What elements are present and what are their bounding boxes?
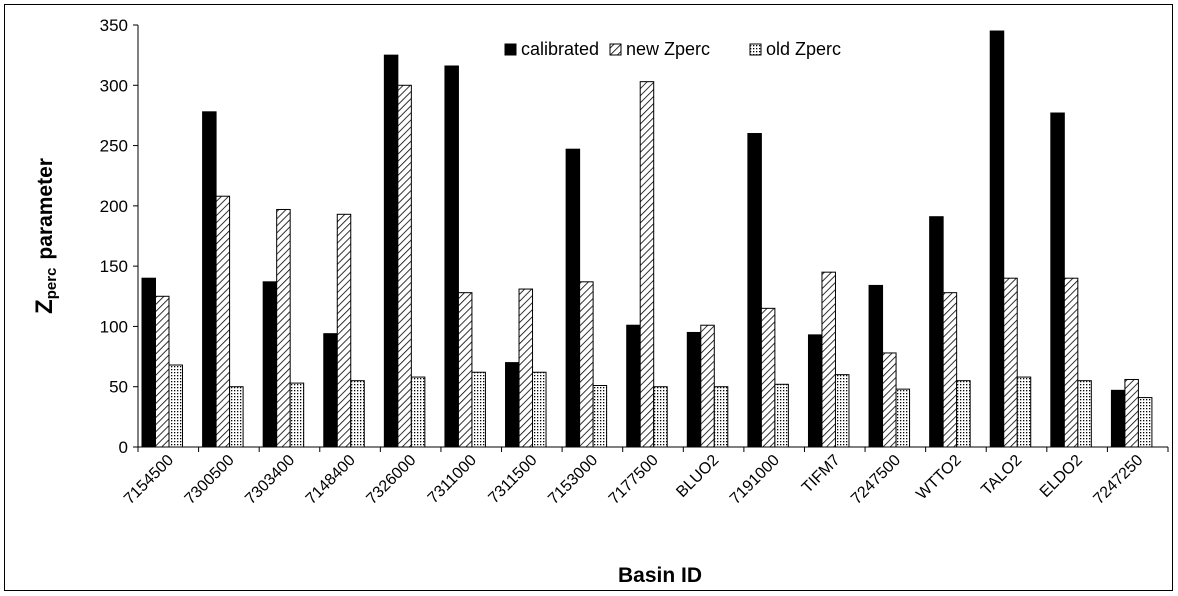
bar [882, 352, 897, 448]
legend-swatch [504, 43, 517, 56]
legend-label: calibrated [521, 39, 599, 59]
bar [1137, 397, 1153, 448]
bar [747, 133, 762, 448]
legend-swatch [609, 43, 622, 56]
bar [713, 386, 729, 448]
legend-label: new Zperc [626, 39, 710, 59]
bar [215, 195, 231, 448]
bar [229, 386, 244, 448]
y-tick-label: 50 [109, 378, 128, 397]
bar [350, 380, 365, 448]
bar [700, 324, 715, 448]
bar [410, 376, 426, 448]
bar [289, 382, 305, 448]
bar [592, 385, 608, 448]
bar [686, 331, 702, 448]
y-tick-label: 200 [100, 197, 128, 216]
bar [323, 333, 338, 448]
bar [383, 54, 399, 448]
legend-swatch [749, 43, 762, 56]
bar [579, 281, 594, 448]
y-tick-label: 150 [100, 257, 128, 276]
bar [807, 334, 823, 448]
bar [942, 292, 958, 448]
bar [141, 277, 156, 448]
bar [639, 81, 655, 448]
bar [444, 65, 459, 448]
y-label-sub: perc [43, 268, 60, 300]
bar [895, 388, 911, 448]
y-tick-label: 300 [100, 76, 128, 95]
bar [868, 284, 884, 448]
bar [532, 371, 547, 448]
bar [626, 324, 641, 448]
bar [821, 271, 836, 448]
legend-label: old Zperc [766, 39, 841, 59]
bar [457, 292, 473, 448]
bar [168, 364, 183, 448]
bar [989, 30, 1005, 448]
bar [518, 288, 534, 448]
bar [1124, 378, 1139, 448]
y-tick-label: 250 [100, 137, 128, 156]
bar [1077, 380, 1092, 448]
bar [1003, 277, 1018, 448]
bar [565, 148, 581, 448]
x-axis-label: Basin ID [618, 564, 702, 587]
bar [155, 295, 170, 448]
bar [276, 208, 291, 448]
bar [1050, 112, 1065, 448]
y-tick-label: 0 [119, 438, 128, 457]
bar [1016, 376, 1032, 448]
y-label-base: Z [31, 299, 58, 314]
bar [336, 213, 352, 448]
y-tick-label: 350 [100, 16, 128, 35]
bar [262, 281, 278, 448]
bar [1110, 389, 1126, 448]
bar [929, 216, 944, 448]
bar [505, 362, 520, 448]
bar [774, 383, 789, 448]
bar [834, 374, 850, 448]
y-axis-label: Zperc parameter [31, 158, 60, 314]
bar [653, 386, 668, 448]
y-label-rest: parameter [34, 158, 57, 260]
bar [397, 84, 412, 448]
bar [1063, 277, 1079, 448]
bar [471, 371, 486, 448]
bar [956, 380, 971, 448]
bar [202, 111, 217, 448]
bar [760, 307, 776, 448]
y-tick-label: 100 [100, 317, 128, 336]
